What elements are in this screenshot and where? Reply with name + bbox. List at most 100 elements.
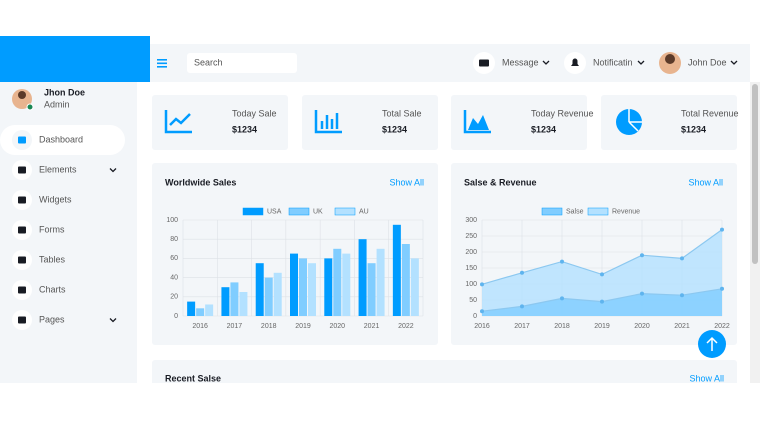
menu-icon	[18, 256, 26, 264]
chevron	[542, 60, 550, 65]
y-tick-label: 20	[170, 294, 178, 301]
menu-icon	[18, 166, 26, 174]
menu-icon	[18, 226, 26, 234]
y-tick-label: 100	[465, 281, 477, 288]
y-tick-label: 0	[473, 313, 477, 320]
point	[680, 256, 684, 261]
point	[640, 291, 644, 296]
chevron	[637, 60, 645, 65]
top-user-name[interactable]: John Doe	[688, 57, 727, 67]
stat-icon	[314, 110, 342, 134]
menu-item[interactable]: Tables	[39, 254, 66, 264]
menu-item[interactable]: Pages	[39, 314, 65, 324]
chart-title: Salse & Revenue	[464, 177, 537, 187]
bar	[187, 301, 196, 316]
x-tick-label: 2016	[192, 323, 208, 330]
menu-item[interactable]: Widgets	[39, 194, 72, 204]
stat-label: Total Sale	[382, 108, 422, 118]
point	[480, 309, 484, 314]
bottom-margin	[0, 383, 760, 427]
online-dot	[26, 103, 34, 111]
bar	[376, 248, 385, 316]
point	[640, 253, 644, 258]
x-tick-label: 2017	[514, 323, 530, 330]
legend-swatch	[242, 207, 264, 216]
chart-title: Worldwide Sales	[165, 177, 236, 187]
stat-icon	[463, 110, 491, 134]
menu-icon	[18, 136, 26, 144]
point	[720, 286, 724, 291]
brand[interactable]	[0, 36, 150, 82]
search-placeholder: Search	[194, 57, 223, 67]
y-tick-label: 100	[166, 217, 178, 224]
legend-swatch	[334, 207, 356, 216]
bar	[342, 253, 351, 316]
notification-link[interactable]: Notificatin	[593, 57, 633, 67]
avatar-hair	[665, 54, 675, 64]
bar	[273, 272, 282, 316]
x-tick-label: 2019	[295, 323, 311, 330]
legend-swatch	[288, 207, 310, 216]
avatar-hair	[18, 91, 26, 99]
x-tick-label: 2022	[714, 323, 730, 330]
show-all-link[interactable]: Show All	[689, 373, 724, 383]
stat-value: $1234	[681, 124, 706, 134]
menu-item[interactable]: Dashboard	[39, 134, 83, 144]
show-all-link[interactable]: Show All	[688, 177, 723, 187]
menu-icon	[18, 196, 26, 204]
y-tick-label: 300	[465, 217, 477, 224]
x-tick-label: 2020	[329, 323, 345, 330]
legend-label: Salse	[566, 208, 584, 215]
y-tick-label: 40	[170, 274, 178, 281]
y-tick-label: 80	[170, 236, 178, 243]
envelope	[479, 59, 489, 67]
y-tick-label: 200	[465, 249, 477, 256]
show-all-link[interactable]: Show All	[389, 177, 424, 187]
legend-label: AU	[359, 208, 369, 215]
point	[720, 227, 724, 232]
stat-card	[601, 95, 737, 150]
legend-label: UK	[313, 208, 323, 215]
back-to-top[interactable]	[698, 330, 726, 358]
bar	[230, 282, 239, 316]
x-tick-label: 2020	[634, 323, 650, 330]
point	[480, 282, 484, 287]
chevron	[730, 60, 738, 65]
chevron	[109, 318, 117, 323]
legend-label: Revenue	[612, 208, 640, 215]
stat-value: $1234	[232, 124, 257, 134]
menu-item[interactable]: Elements	[39, 164, 77, 174]
x-tick-label: 2021	[364, 323, 380, 330]
scroll-thumb[interactable]	[752, 84, 758, 264]
x-tick-label: 2017	[227, 323, 243, 330]
menu-toggle[interactable]	[157, 59, 167, 68]
point	[520, 304, 524, 309]
menu-item[interactable]: Charts	[39, 284, 66, 294]
message-link[interactable]: Message	[502, 57, 539, 67]
search-box[interactable]	[187, 53, 297, 73]
bar	[308, 263, 316, 316]
bar	[324, 258, 333, 316]
bar	[333, 248, 342, 316]
bar	[264, 277, 273, 316]
menu-icon	[18, 286, 26, 294]
point	[560, 296, 564, 301]
menu-item[interactable]: Forms	[39, 224, 65, 234]
bar	[221, 287, 230, 316]
bar	[196, 308, 205, 316]
bar	[401, 244, 410, 316]
x-tick-label: 2018	[554, 323, 570, 330]
y-tick-label: 150	[465, 265, 477, 272]
menu-icon	[18, 316, 26, 324]
bar	[255, 263, 264, 316]
y-tick-label: 250	[465, 233, 477, 240]
bar	[392, 224, 401, 316]
point	[560, 259, 564, 264]
user-role: Admin	[44, 99, 70, 109]
point	[600, 272, 604, 277]
bar	[239, 292, 248, 316]
point	[680, 293, 684, 298]
y-tick-label: 50	[469, 297, 477, 304]
bar	[358, 239, 367, 316]
